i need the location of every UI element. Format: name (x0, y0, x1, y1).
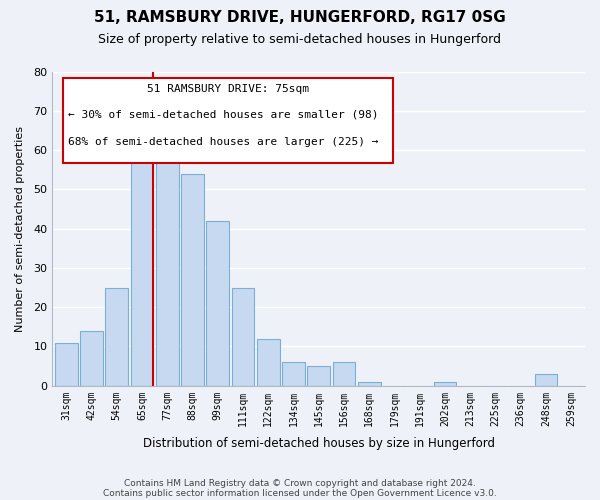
Text: Contains HM Land Registry data © Crown copyright and database right 2024.: Contains HM Land Registry data © Crown c… (124, 478, 476, 488)
Text: Size of property relative to semi-detached houses in Hungerford: Size of property relative to semi-detach… (98, 32, 502, 46)
Text: Contains public sector information licensed under the Open Government Licence v3: Contains public sector information licen… (103, 488, 497, 498)
Bar (358, 382, 380, 386)
Bar (535, 374, 557, 386)
Text: 51 RAMSBURY DRIVE: 75sqm: 51 RAMSBURY DRIVE: 75sqm (147, 84, 309, 94)
FancyBboxPatch shape (63, 78, 393, 162)
X-axis label: Distribution of semi-detached houses by size in Hungerford: Distribution of semi-detached houses by … (143, 437, 494, 450)
Text: 68% of semi-detached houses are larger (225) →: 68% of semi-detached houses are larger (… (68, 138, 379, 147)
Bar (257, 338, 280, 386)
Bar (332, 362, 355, 386)
Y-axis label: Number of semi-detached properties: Number of semi-detached properties (15, 126, 25, 332)
Bar (307, 366, 330, 386)
Bar (131, 126, 154, 386)
Bar (156, 150, 179, 386)
Bar (434, 382, 456, 386)
Text: ← 30% of semi-detached houses are smaller (98): ← 30% of semi-detached houses are smalle… (68, 109, 379, 119)
Bar (55, 342, 77, 386)
Text: 51, RAMSBURY DRIVE, HUNGERFORD, RG17 0SG: 51, RAMSBURY DRIVE, HUNGERFORD, RG17 0SG (94, 10, 506, 25)
Bar (106, 288, 128, 386)
Bar (206, 221, 229, 386)
Bar (282, 362, 305, 386)
Bar (181, 174, 204, 386)
Bar (232, 288, 254, 386)
Bar (80, 331, 103, 386)
